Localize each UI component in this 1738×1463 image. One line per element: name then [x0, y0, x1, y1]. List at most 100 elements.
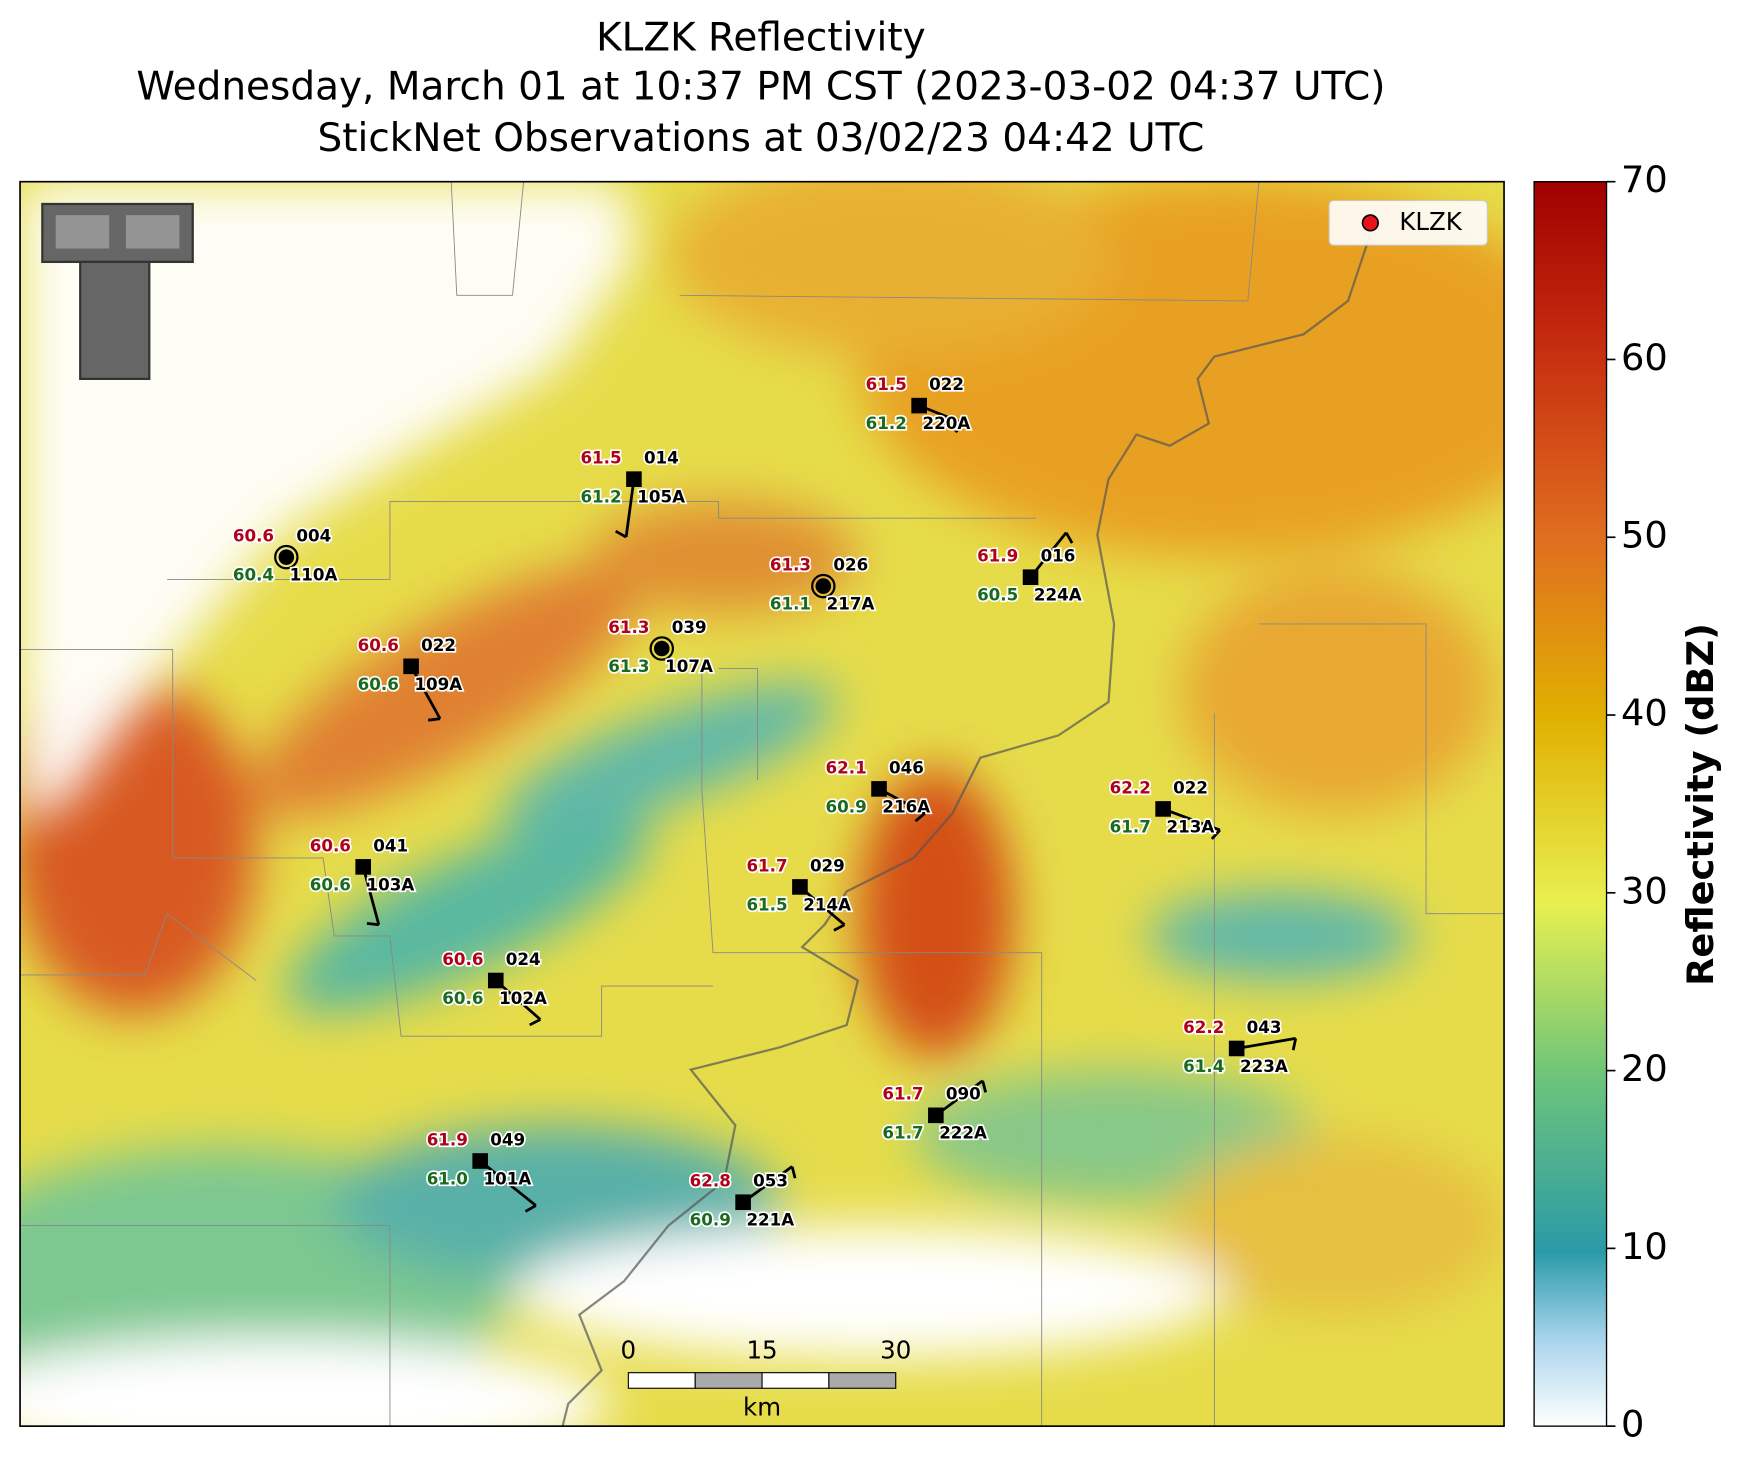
station-marker	[278, 549, 295, 565]
station-id: 220A	[922, 413, 970, 433]
station-id: 222A	[939, 1123, 987, 1143]
wind-barb	[742, 1165, 793, 1204]
station-marker	[792, 879, 808, 895]
station-wind-direction: 041	[373, 835, 408, 855]
station-dewpoint: 61.2	[866, 413, 907, 433]
station-dewpoint: 61.2	[580, 487, 621, 507]
station-id: 223A	[1240, 1056, 1288, 1076]
station-wind-direction: 090	[946, 1084, 981, 1104]
station-temperature: 61.5	[580, 448, 621, 468]
scalebar-tick-label: 0	[621, 1335, 637, 1364]
colorbar	[1533, 181, 1608, 1427]
station-dewpoint: 60.6	[310, 874, 351, 894]
legend: KLZK	[1328, 200, 1488, 246]
wind-barb-flag	[614, 529, 627, 539]
station-dewpoint: 61.7	[882, 1123, 923, 1143]
wind-barb-flag	[529, 1018, 541, 1027]
station-calm	[811, 573, 836, 599]
wind-barb	[361, 866, 381, 926]
station-temperature: 60.6	[358, 635, 399, 655]
station-id: 103A	[367, 874, 415, 894]
colorbar-tick-label: 30	[1621, 869, 1668, 912]
station-temperature: 61.5	[866, 374, 907, 394]
station-marker	[626, 471, 642, 487]
station-temperature: 60.6	[442, 949, 483, 969]
station-id: 101A	[484, 1168, 532, 1188]
wind-barb-flag	[833, 923, 846, 932]
station-calm	[649, 636, 675, 661]
station-dewpoint: 60.9	[690, 1210, 731, 1230]
station-dewpoint: 61.0	[427, 1168, 468, 1188]
scalebar-tick-label: 15	[746, 1335, 777, 1364]
station-marker	[403, 658, 419, 675]
colorbar-tick-label: 0	[1621, 1403, 1644, 1446]
colorbar-tick-label: 60	[1621, 336, 1668, 379]
wind-barb-flag	[790, 1166, 797, 1179]
station-marker	[472, 1153, 488, 1169]
station-temperature: 61.9	[427, 1129, 468, 1149]
station-temperature: 61.3	[608, 617, 649, 637]
station-wind-direction: 022	[1173, 777, 1208, 797]
station-temperature: 62.8	[690, 1171, 731, 1191]
legend-marker	[1361, 214, 1379, 232]
station-wind-direction: 014	[644, 448, 679, 468]
wind-barb-flag	[1291, 1038, 1298, 1051]
wind-barb-flag	[1064, 531, 1074, 544]
colorbar-tick-label: 50	[1621, 514, 1668, 557]
station-marker	[1228, 1040, 1245, 1057]
station-temperature: 61.7	[746, 855, 787, 875]
station-temperature: 62.2	[1183, 1017, 1224, 1037]
scalebar-segment	[627, 1372, 696, 1389]
station-dewpoint: 60.4	[233, 565, 274, 585]
wind-barb-flag	[914, 812, 926, 823]
title: KLZK Reflectivity Wednesday, March 01 at…	[136, 16, 1385, 161]
station-marker	[1022, 569, 1039, 585]
station-calm	[274, 544, 299, 570]
wind-barb	[624, 478, 636, 538]
colorbar-tick-label: 20	[1621, 1047, 1668, 1090]
station-temperature: 61.9	[977, 546, 1018, 566]
colorbar-label: Reflectivity (dBZ)	[1679, 623, 1722, 986]
station-marker	[653, 640, 670, 657]
station-marker	[1155, 801, 1171, 817]
station-dewpoint: 60.9	[826, 796, 867, 816]
station-dewpoint: 60.5	[977, 585, 1018, 605]
station-marker	[871, 781, 887, 797]
dynamic-layer: 0 10 20 30 40 50 60 70 0 15 30 km 60.6 004 60.4 110A 61.…	[231, 158, 1668, 1446]
legend-label: KLZK	[1399, 207, 1462, 236]
logo	[41, 202, 194, 381]
station-wind-direction: 016	[1041, 546, 1076, 566]
station-wind-direction: 049	[490, 1129, 525, 1149]
scalebar-segment	[761, 1372, 830, 1389]
station-id: 213A	[1166, 816, 1214, 836]
station-id: 107A	[665, 656, 713, 676]
station-temperature: 61.3	[770, 555, 811, 575]
station-wind-direction: 004	[296, 526, 331, 546]
station-wind-direction: 039	[672, 617, 707, 637]
map-frame	[19, 180, 1505, 1427]
scalebar-unit: km	[743, 1392, 781, 1421]
station-id: 214A	[803, 894, 851, 914]
scalebar-segment	[694, 1372, 763, 1389]
station-temperature: 62.2	[1110, 777, 1151, 797]
station-wind-direction: 053	[753, 1171, 788, 1191]
station-id: 224A	[1034, 585, 1082, 605]
station-id: 102A	[499, 988, 547, 1008]
station-marker	[815, 578, 832, 594]
station-dewpoint: 61.7	[1110, 816, 1151, 836]
station-dewpoint: 61.1	[770, 594, 811, 614]
scalebar-tick-label: 30	[880, 1335, 911, 1364]
wind-barb	[1236, 1037, 1296, 1050]
wind-barb-flag	[427, 717, 441, 722]
station-marker	[911, 397, 927, 414]
colorbar-tick-label: 10	[1621, 1225, 1668, 1268]
radar-field	[20, 181, 1505, 1427]
wind-barb	[1162, 807, 1221, 832]
county-lines	[20, 181, 1505, 1427]
station-id: 221A	[746, 1210, 794, 1230]
wind-barb-flag	[366, 922, 379, 927]
station-wind-direction: 024	[506, 949, 541, 969]
wind-barb-flag	[954, 422, 965, 434]
